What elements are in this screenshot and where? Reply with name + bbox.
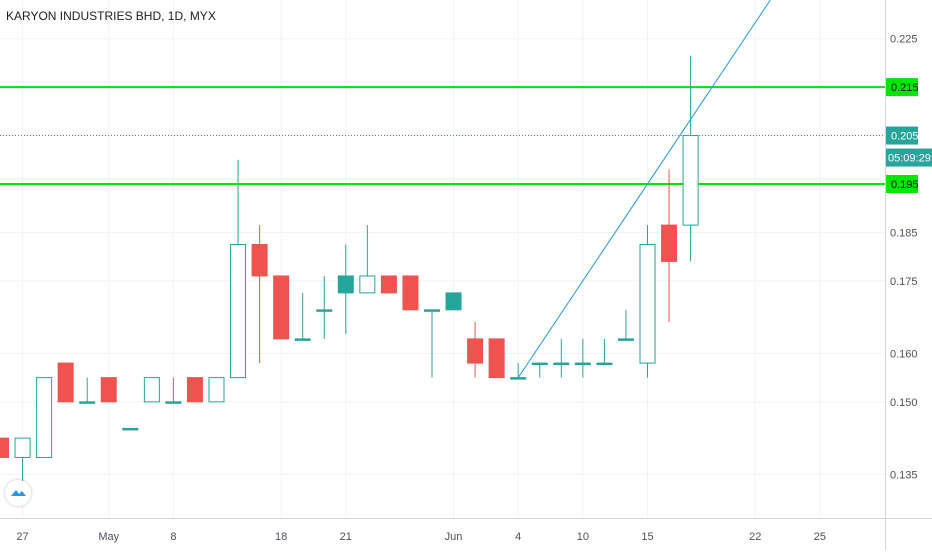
candle[interactable] (531, 362, 548, 378)
candle-body (208, 377, 225, 403)
candle-body (402, 275, 419, 311)
candle[interactable] (36, 377, 53, 458)
candle-body (359, 275, 376, 294)
candle-body (186, 377, 203, 403)
time-tick-label: 15 (641, 531, 653, 543)
price-line-label: 0.195 (891, 179, 919, 191)
candle[interactable] (273, 275, 290, 340)
candle-body (574, 362, 591, 366)
candle-body (617, 338, 634, 341)
candle-body (316, 309, 333, 312)
candle[interactable] (294, 292, 311, 341)
candle-body (0, 437, 9, 458)
candle-body (682, 135, 699, 226)
candle-body (596, 362, 613, 366)
price-line-label: 0.215 (891, 82, 919, 94)
trend-line[interactable] (517, 0, 771, 378)
candle-body (230, 243, 247, 379)
price-line-label-background (886, 126, 918, 145)
candle-body (100, 377, 117, 403)
time-tick-label: Jun (445, 531, 463, 543)
time-tick-label: May (98, 531, 119, 543)
time-tick-label: 10 (577, 531, 589, 543)
tradingview-logo-icon[interactable] (5, 480, 31, 506)
candle[interactable] (510, 363, 527, 380)
candle[interactable] (316, 275, 333, 339)
price-tick-label: 0.185 (890, 227, 918, 239)
candle[interactable] (639, 225, 656, 378)
candle-body (639, 243, 656, 364)
candle-body (445, 292, 462, 311)
candle-body (337, 275, 354, 294)
candle[interactable] (79, 377, 96, 404)
candle-body (380, 275, 397, 294)
time-tick-label: 4 (515, 531, 521, 543)
candle-body (661, 224, 678, 262)
countdown-label-background (886, 148, 932, 167)
candle[interactable] (57, 362, 74, 403)
candle-body (143, 377, 160, 403)
candle[interactable] (186, 377, 203, 403)
price-line-label: 0.205 (891, 131, 919, 143)
candle[interactable] (467, 321, 484, 378)
countdown-label: 05:09:29 (888, 153, 931, 165)
time-tick-label: 27 (16, 531, 28, 543)
candle[interactable] (424, 309, 440, 378)
candle[interactable] (122, 427, 139, 431)
candle[interactable] (143, 377, 160, 403)
candle-body (251, 243, 268, 277)
candle[interactable] (402, 275, 419, 311)
time-tick-label: 21 (340, 531, 352, 543)
candle-body (14, 437, 31, 458)
candle[interactable] (0, 437, 9, 458)
candle[interactable] (359, 225, 376, 294)
time-tick-label: 22 (749, 531, 761, 543)
price-tick-label: 0.175 (890, 276, 918, 288)
chart-title: KARYON INDUSTRIES BHD, 1D, MYX (6, 9, 216, 23)
candle[interactable] (596, 338, 613, 366)
candle[interactable] (251, 225, 268, 364)
candle[interactable] (100, 377, 117, 403)
candle[interactable] (208, 377, 225, 403)
candle-body (165, 401, 182, 404)
candle-body (57, 362, 74, 403)
candle[interactable] (574, 338, 591, 378)
candle[interactable] (682, 55, 699, 262)
candle-body (79, 401, 96, 404)
candle[interactable] (445, 292, 462, 311)
candle[interactable] (14, 437, 31, 482)
price-tick-label: 0.150 (890, 397, 918, 409)
candle[interactable] (617, 309, 634, 341)
candle[interactable] (488, 338, 505, 379)
candle[interactable] (661, 169, 678, 322)
candle-body (36, 377, 53, 458)
price-line-label-background (886, 174, 918, 193)
candle-body (488, 338, 505, 379)
candle[interactable] (165, 377, 182, 404)
candle-body (531, 362, 548, 366)
candle[interactable] (553, 338, 570, 378)
candle[interactable] (380, 275, 397, 294)
candle-body (294, 338, 311, 341)
candle-body (553, 362, 570, 366)
candle-body (510, 377, 527, 380)
time-tick-label: 18 (275, 531, 287, 543)
price-line-label-background (886, 78, 918, 97)
candle-body (273, 275, 290, 340)
candle[interactable] (337, 244, 354, 335)
candle-body (467, 338, 484, 364)
candle[interactable] (230, 159, 247, 379)
price-tick-label: 0.225 (890, 34, 918, 46)
price-tick-label: 0.135 (890, 469, 918, 481)
time-tick-label: 8 (170, 531, 176, 543)
candle-body (424, 309, 440, 312)
price-tick-label: 0.160 (890, 348, 918, 360)
time-tick-label: 25 (814, 531, 826, 543)
candle-body (122, 427, 139, 431)
